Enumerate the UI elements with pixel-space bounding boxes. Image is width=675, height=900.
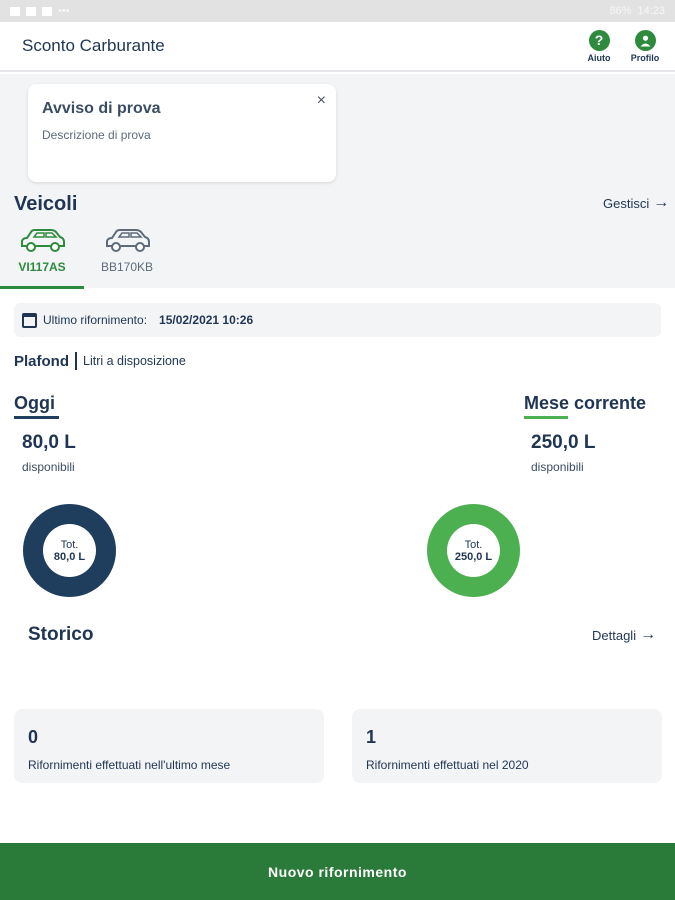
profile-button[interactable]: Profilo [627,29,663,63]
period-today-label[interactable]: Oggi [14,393,55,413]
month-underline [524,416,568,419]
history-details-link[interactable]: Dettagli → [592,627,656,643]
vehicle-plate: BB170KB [100,260,154,274]
plafond-divider [75,352,77,370]
manage-label: Gestisci [603,195,650,211]
profile-icon [634,29,656,51]
calendar-icon [22,312,37,328]
month-available-label: disponibili [531,460,584,474]
vehicle-tab-2[interactable]: BB170KB [92,226,162,284]
donut-center: Tot. 80,0 L [43,524,96,577]
plafond-header: Plafond Litri a disposizione [14,352,186,370]
car-icon [21,229,65,252]
active-tab-indicator [0,286,84,289]
more-notifications-icon: ••• [58,5,70,17]
donut-center: Tot. 250,0 L [447,524,500,577]
history-heading: Storico [28,624,94,645]
arrow-right-icon: → [640,626,657,643]
today-amount: 80,0 L [22,432,76,453]
donut-total-value: 80,0 L [53,550,86,563]
stat-value: 1 [366,727,377,747]
notice-card: Avviso di prova Descrizione di prova × [28,84,336,182]
stat-value: 0 [28,727,39,747]
plafond-subtitle: Litri a disposizione [83,354,186,368]
app-title: Sconto Carburante [22,36,165,55]
help-button[interactable]: ? Aiuto [581,29,617,63]
manage-vehicles-link[interactable]: Gestisci → [603,195,669,211]
status-notification-icons: ••• [10,5,70,17]
app-bar: Sconto Carburante ? Aiuto Profilo [0,22,675,72]
user-glyph [640,35,650,46]
close-icon[interactable]: × [316,92,326,109]
last-refuel-bar: Ultimo rifornimento: 15/02/2021 10:26 [14,303,661,337]
month-donut-chart: Tot. 250,0 L [427,504,520,597]
period-month-label[interactable]: Mese corrente [524,393,647,413]
help-label: Aiuto [587,52,611,63]
battery-level: 86% [609,5,632,17]
vehicle-tab-1[interactable]: VI117AS [7,226,77,284]
download-notification-icon [26,6,36,16]
new-refuel-button[interactable]: Nuovo rifornimento [0,843,675,900]
arrow-right-icon: → [653,194,670,211]
app-actions: ? Aiuto Profilo [581,29,663,63]
donut-total-value: 250,0 L [454,550,493,563]
today-available-label: disponibili [22,460,75,474]
stat-label: Rifornimenti effettuati nel 2020 [366,758,529,772]
profile-label: Profilo [630,52,660,63]
last-refuel-label: Ultimo rifornimento: [43,313,148,327]
notice-description: Descrizione di prova [42,128,151,142]
plafond-title: Plafond [14,352,69,370]
help-icon: ? [588,29,610,51]
image-notification-icon [10,6,20,16]
stat-card-year: 1 Rifornimenti effettuati nel 2020 [352,709,662,783]
month-amount: 250,0 L [531,432,596,453]
donut-total-label: Tot. [464,538,483,551]
vehicle-plate: VI117AS [18,260,66,274]
bag-notification-icon [42,6,52,16]
donut-total-label: Tot. [60,538,79,551]
status-system-icons: 86% 14:23 [609,5,665,17]
stat-label: Rifornimenti effettuati nell'ultimo mese [28,758,231,772]
status-bar: ••• 86% 14:23 [0,0,675,22]
stat-card-last-month: 0 Rifornimenti effettuati nell'ultimo me… [14,709,324,783]
today-underline [14,416,59,419]
car-icon [106,229,150,252]
details-label: Dettagli [592,627,637,643]
clock: 14:23 [637,5,665,17]
notice-title: Avviso di prova [42,100,161,117]
last-refuel-date: 15/02/2021 10:26 [159,313,254,327]
vehicles-heading: Veicoli [14,193,78,215]
today-donut-chart: Tot. 80,0 L [23,504,116,597]
